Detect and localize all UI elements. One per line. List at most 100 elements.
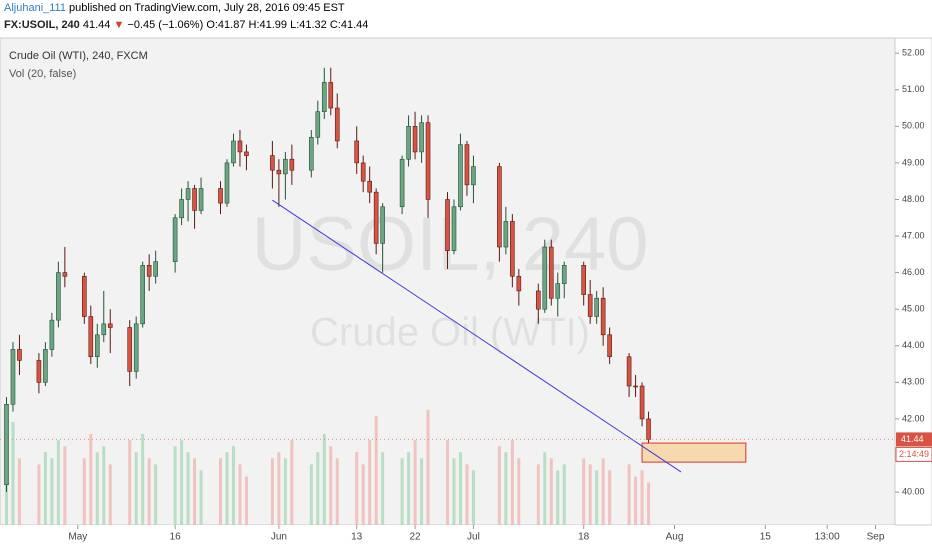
- candle-body: [458, 144, 463, 208]
- candle-body: [445, 199, 450, 251]
- volume-bar: [283, 458, 287, 525]
- volume-bar: [549, 458, 553, 525]
- volume-bar: [504, 452, 508, 525]
- candle-body: [309, 136, 314, 171]
- volume-bar: [89, 434, 93, 525]
- volume-bar: [199, 470, 203, 525]
- candle-body: [555, 283, 561, 299]
- candle-body: [36, 360, 42, 383]
- volume-bar: [407, 452, 411, 525]
- candle-body: [633, 385, 638, 388]
- volume-bar: [147, 458, 151, 525]
- volume-bar: [108, 464, 112, 525]
- candle-body: [49, 319, 55, 350]
- volume-bar: [556, 470, 560, 525]
- candle-body: [373, 191, 379, 244]
- volume-bar: [277, 452, 281, 525]
- candle-body: [62, 272, 68, 277]
- x-tick-label: 22: [410, 532, 422, 543]
- volume-bar: [231, 446, 235, 525]
- legend-title: Crude Oil (WTI), 240, FXCM: [9, 50, 148, 62]
- legend-indicator: Vol (20, false): [9, 68, 76, 80]
- volume-bar: [270, 458, 274, 525]
- candle-body: [185, 188, 191, 200]
- candle-body: [380, 206, 385, 244]
- candle-body: [600, 297, 606, 336]
- candle-body: [146, 265, 152, 277]
- volume-bar: [17, 458, 21, 525]
- volume-bar: [452, 458, 456, 525]
- candle-body: [107, 323, 113, 328]
- y-tick-label: 42.00: [902, 413, 925, 423]
- volume-bar: [335, 458, 339, 525]
- volume-bar: [290, 440, 294, 525]
- volume-bar: [446, 440, 449, 525]
- y-tick-label: 45.00: [902, 304, 925, 314]
- x-tick-label: Jun: [271, 532, 287, 543]
- volume-bar: [368, 440, 372, 525]
- volume-bar: [43, 452, 47, 525]
- target-zone: [641, 442, 747, 463]
- volume-bar: [180, 440, 184, 525]
- candle-body: [354, 140, 360, 164]
- candle-body: [133, 323, 139, 372]
- candle-body: [451, 206, 457, 251]
- volume-bar: [244, 476, 248, 525]
- candle-body: [425, 122, 431, 200]
- symbol: FX:USOIL, 240: [4, 19, 80, 31]
- countdown-label: 2:14:49: [899, 449, 929, 459]
- y-tick-label: 49.00: [902, 157, 925, 167]
- candle-body: [646, 418, 651, 440]
- y-tick-label: 43.00: [902, 377, 925, 387]
- candle-body: [192, 188, 197, 211]
- ohlc: O:41.87 H:41.99 L:41.32 C:41.44: [206, 19, 369, 31]
- candle-body: [224, 162, 230, 204]
- volume-bar: [50, 458, 54, 525]
- author[interactable]: Aljuhani_111: [4, 2, 66, 14]
- x-tick-label: May: [68, 532, 87, 543]
- y-tick-label: 44.00: [902, 340, 925, 350]
- volume-bar: [458, 452, 462, 525]
- candle-body: [127, 327, 133, 372]
- candle-body: [535, 290, 541, 310]
- candle-body: [4, 403, 9, 486]
- volume-bar: [536, 464, 540, 525]
- last: 41.44: [82, 19, 111, 31]
- volume-bar: [141, 434, 145, 525]
- candle-body: [82, 275, 87, 317]
- y-tick-label: 46.00: [902, 267, 925, 277]
- volume-bar: [154, 464, 158, 525]
- candle-body: [399, 158, 405, 208]
- x-tick-label: Aug: [666, 532, 684, 543]
- candle-body: [360, 162, 366, 182]
- candle-body: [548, 246, 554, 299]
- symbol-line: FX:USOIL, 240 41.44 ▼ −0.45 (−1.06%) O:4…: [4, 17, 924, 34]
- candle-body: [231, 140, 236, 164]
- candle-body: [88, 316, 94, 358]
- volume-bar: [11, 421, 15, 525]
- volume-bar: [355, 452, 359, 525]
- candle-body: [179, 199, 184, 219]
- volume-bar: [627, 464, 631, 525]
- volume-bar: [238, 464, 242, 525]
- volume-bar: [56, 440, 60, 525]
- volume-bar: [102, 446, 106, 525]
- volume-bar: [309, 464, 313, 525]
- candle-body: [412, 126, 418, 153]
- candle-body: [594, 297, 599, 317]
- y-tick-label: 48.00: [902, 194, 925, 204]
- volume-bar: [37, 464, 41, 525]
- volume-bar: [595, 470, 599, 525]
- volume-bar: [465, 464, 469, 525]
- candle-body: [10, 349, 16, 405]
- volume-bar: [63, 446, 67, 525]
- volume-bar: [517, 458, 521, 525]
- volume-bar: [193, 458, 197, 525]
- candle-body: [218, 188, 223, 204]
- candle-body: [321, 82, 327, 112]
- x-tick-label: 16: [170, 532, 182, 543]
- x-tick-label: 13:00: [815, 532, 840, 543]
- volume-bar: [510, 440, 514, 525]
- candle-body: [334, 107, 340, 142]
